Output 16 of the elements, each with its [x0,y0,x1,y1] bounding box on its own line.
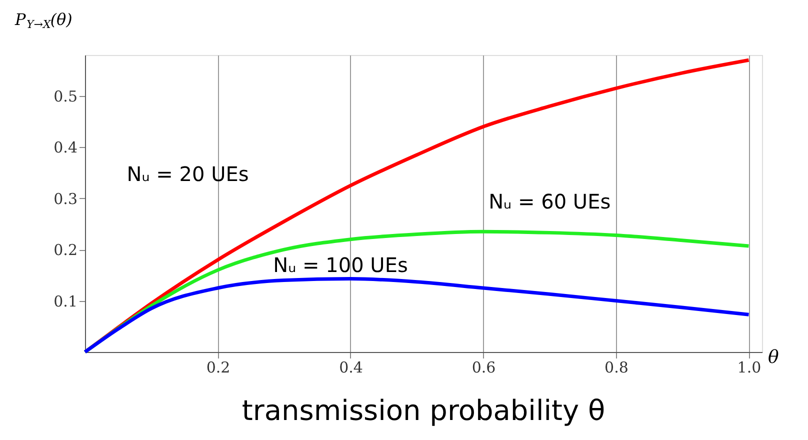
text: θ [768,347,779,368]
x-tick-label: 0.6 [472,358,496,376]
x-tick-label: 0.4 [339,358,363,376]
y-tick-label: 0.4 [54,138,78,157]
series-label: Nᵤ = 60 UEs [488,190,611,214]
x-axis-title: transmission probability θ [242,394,606,427]
y-tick-label: 0.3 [54,190,78,208]
y-tick-label: 0.1 [54,292,78,310]
y-tick-label: 0.2 [54,241,78,260]
y-tick-label: 0.5 [54,87,78,106]
x-tick-label: 1.0 [737,358,762,376]
line-series [83,277,750,354]
x-tick-label: 0.8 [604,358,628,376]
series-label: Nᵤ = 100 UEs [273,252,408,277]
text: Nᵤ = 20 UEs [126,162,249,186]
x-tick-label: 0.2 [206,358,230,376]
